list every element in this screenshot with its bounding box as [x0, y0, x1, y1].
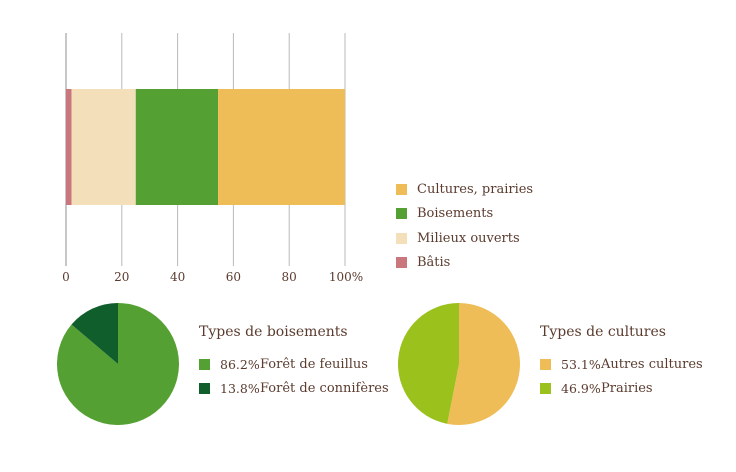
slice-percent-label: 53.1% — [561, 356, 601, 372]
legend-swatch — [540, 382, 551, 394]
legend-item: Cultures, prairies — [396, 177, 533, 202]
pie-cultures-title: Types de cultures — [540, 324, 666, 340]
pie-boisements-title: Types de boisements — [199, 324, 348, 340]
pie-slice — [397, 303, 459, 424]
legend-label: Prairies — [601, 380, 653, 396]
x-tick-label: 0 — [62, 270, 70, 284]
pie-chart-cultures — [397, 303, 520, 425]
legend-item: Bâtis — [396, 251, 533, 276]
legend-label: Cultures, prairies — [417, 181, 534, 197]
legend-swatch — [396, 257, 407, 269]
legend-swatch — [396, 232, 407, 244]
pie-slice — [71, 303, 118, 364]
bar-chart-legend: Cultures, prairies Boisements Milieux ouve… — [396, 177, 533, 275]
bar-segment — [71, 89, 136, 205]
legend-label: Autres cultures — [601, 356, 703, 372]
pie-slice — [447, 303, 520, 425]
legend-swatch — [199, 382, 210, 394]
slice-percent-label: 46.9% — [561, 380, 601, 396]
legend-label: Forêt de feuillus — [260, 356, 368, 372]
x-tick-label: 100% — [329, 270, 363, 284]
legend-item: Milieux ouverts — [396, 226, 533, 251]
legend-swatch — [540, 358, 551, 370]
legend-item: 86.2% Forêt de feuillus — [199, 352, 389, 376]
legend-item: 46.9% Prairies — [540, 376, 703, 400]
legend-swatch — [396, 208, 407, 220]
legend-item: 13.8% Forêt de connifères — [199, 376, 389, 400]
pie-cultures-legend: Types de cultures 53.1% Autres cultures 46… — [540, 324, 703, 400]
x-tick-label: 40 — [170, 270, 185, 284]
bar-chart-x-axis: 0 20 40 60 80 100% — [62, 270, 363, 284]
pie-boisements-legend: Types de boisements 86.2% Forêt de feuill… — [199, 324, 389, 400]
legend-item: Boisements — [396, 202, 533, 227]
legend-label: Forêt de connifères — [260, 380, 389, 396]
x-tick-label: 60 — [226, 270, 241, 284]
slice-percent-label: 86.2% — [220, 356, 260, 372]
bar-segment — [66, 89, 72, 205]
slice-percent-label: 13.8% — [220, 380, 260, 396]
bar-segment — [218, 89, 345, 205]
legend-swatch — [396, 183, 407, 195]
bar-chart-segments — [66, 89, 345, 205]
legend-label: Milieux ouverts — [417, 230, 520, 246]
x-tick-label: 80 — [282, 270, 297, 284]
pie-chart-boisements — [56, 303, 179, 425]
pie-slice — [56, 303, 179, 425]
legend-label: Bâtis — [417, 255, 451, 271]
x-tick-label: 20 — [114, 270, 129, 284]
legend-label: Boisements — [417, 206, 494, 222]
legend-swatch — [199, 358, 210, 370]
legend-item: 53.1% Autres cultures — [540, 352, 703, 376]
bar-segment — [135, 89, 219, 205]
